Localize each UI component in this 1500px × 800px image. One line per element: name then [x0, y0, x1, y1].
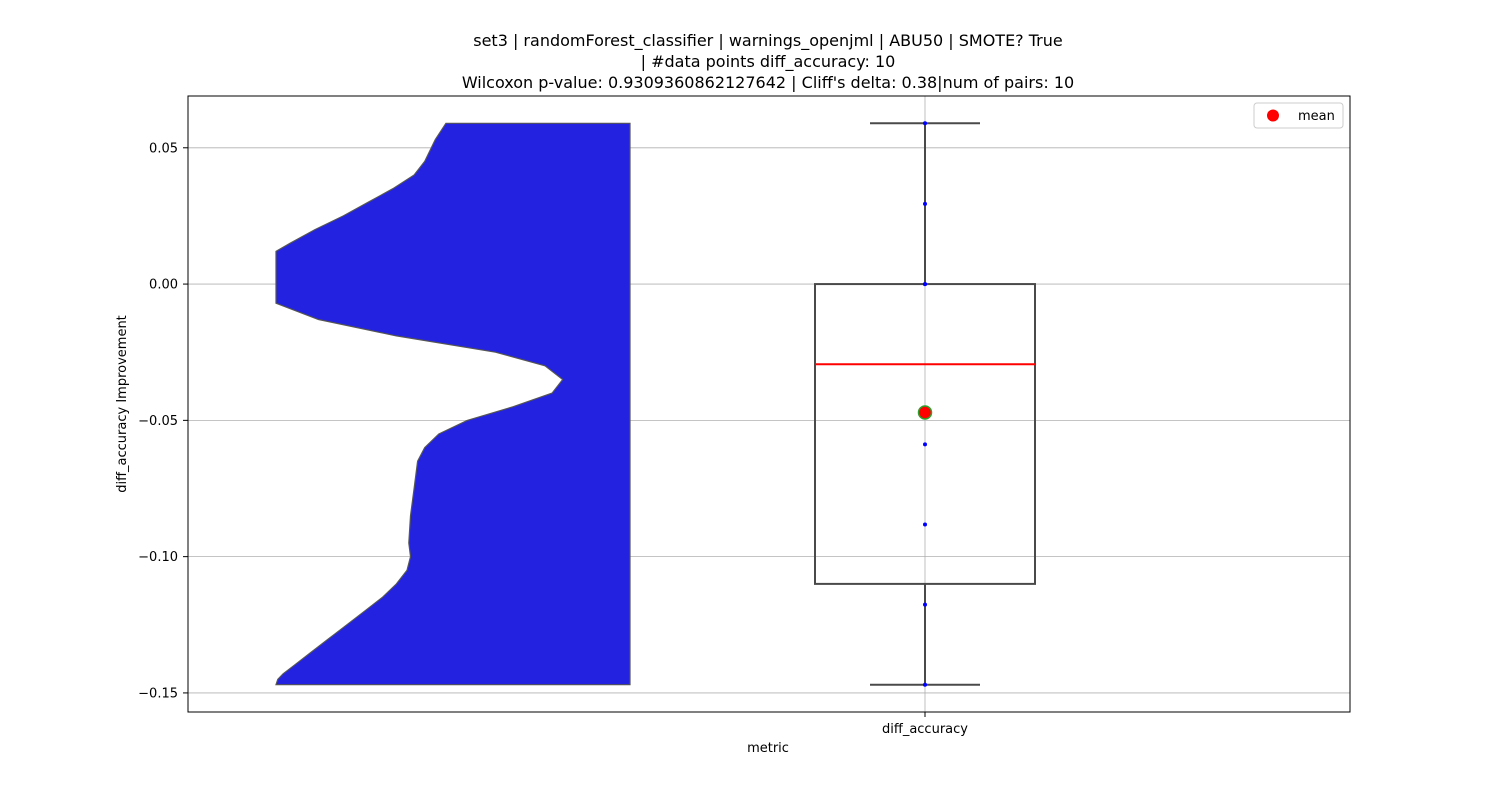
data-point — [923, 682, 927, 687]
data-point — [923, 442, 927, 447]
x-axis-label: metric — [747, 741, 789, 756]
data-point — [923, 201, 927, 206]
legend: mean — [1253, 102, 1344, 129]
y-axis-ticks: 0.05 0.00 −0.05 −0.10 −0.15 — [138, 141, 188, 701]
y-tick-label: 0.05 — [149, 141, 178, 156]
legend-frame — [1253, 102, 1344, 129]
title-line-1: set3 | randomForest_classifier | warning… — [473, 31, 1063, 51]
y-tick-label: −0.05 — [138, 414, 178, 429]
x-axis-ticks: diff_accuracy — [882, 712, 968, 737]
violin-body — [275, 122, 631, 686]
title-line-2: | #data points diff_accuracy: 10 — [641, 52, 896, 72]
y-tick-label: −0.15 — [138, 686, 178, 701]
legend-mean-label: mean — [1298, 109, 1335, 124]
data-point — [923, 522, 927, 527]
y-tick-label: −0.10 — [138, 550, 178, 565]
title-line-3: Wilcoxon p-value: 0.9309360862127642 | C… — [462, 73, 1074, 92]
y-axis-label: diff_accuracy Improvement — [115, 315, 130, 493]
data-point — [923, 602, 927, 607]
y-tick-label: 0.00 — [149, 278, 178, 293]
data-point — [923, 121, 927, 126]
data-point — [923, 282, 927, 287]
violin — [275, 122, 631, 686]
data-points — [917, 121, 933, 687]
mean-marker — [917, 405, 933, 420]
legend-mean-marker — [1267, 109, 1279, 122]
chart-title: set3 | randomForest_classifier | warning… — [462, 31, 1074, 92]
x-tick-label: diff_accuracy — [882, 722, 968, 737]
plot-frame — [187, 95, 1351, 713]
